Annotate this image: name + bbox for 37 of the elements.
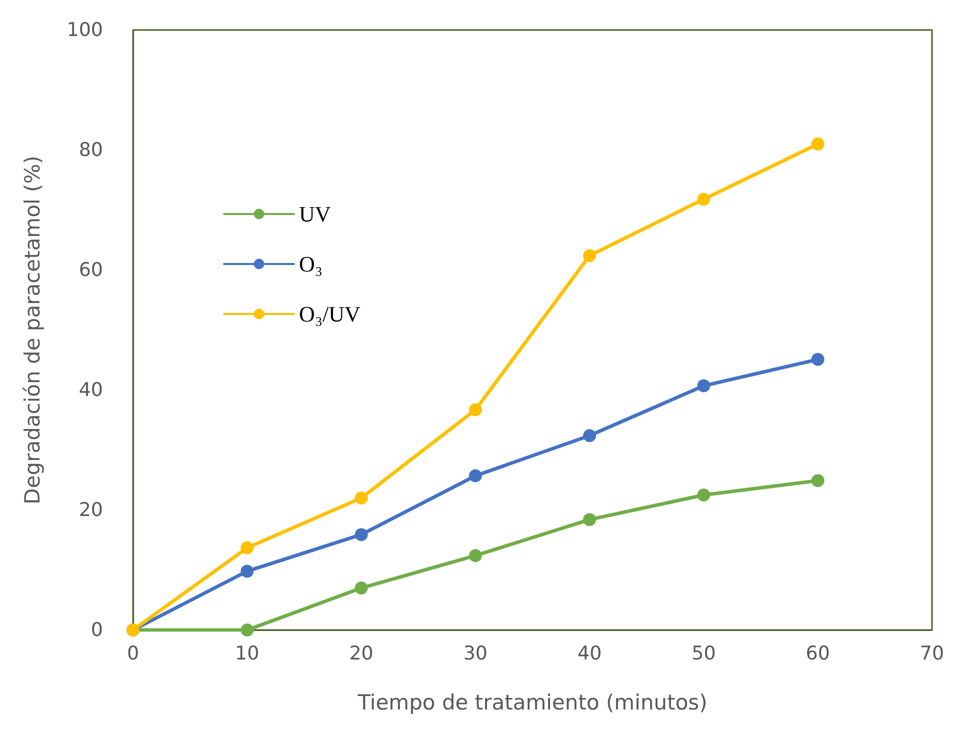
point [468, 549, 482, 562]
x-tick-label: 60 [806, 642, 830, 664]
y-tick-label: 20 [78, 499, 103, 521]
x-tick-label: 30 [463, 642, 488, 664]
point [697, 379, 710, 392]
point [697, 192, 710, 206]
legend-label: UV [299, 202, 331, 226]
point [468, 469, 482, 482]
legend-label: O₃ [299, 252, 323, 276]
point [468, 403, 482, 416]
point [240, 564, 254, 578]
point [811, 474, 824, 488]
point [811, 352, 824, 366]
point [240, 541, 254, 554]
y-tick-label: 0 [90, 619, 103, 641]
point [240, 624, 254, 636]
y-tick-label: 60 [78, 259, 103, 281]
y-tick-label: 40 [78, 379, 103, 401]
y-axis-title: Degradación de paracetamol (%) [20, 156, 44, 504]
x-tick-label: 50 [692, 642, 716, 664]
y-tick-label: 100 [66, 19, 103, 41]
point [354, 582, 368, 594]
x-axis-title: Tiempo de tratamiento (minutos) [356, 690, 708, 714]
point [583, 513, 596, 526]
point [583, 249, 596, 262]
point [697, 488, 710, 502]
y-tick-label: 80 [78, 139, 103, 161]
x-tick-label: 70 [920, 642, 944, 664]
legend-label: O₃/UV [299, 302, 361, 326]
point [354, 492, 368, 504]
point [811, 138, 824, 150]
x-tick-label: 20 [349, 642, 374, 664]
point [583, 429, 596, 442]
x-tick-label: 0 [126, 642, 140, 664]
x-tick-label: 10 [235, 642, 260, 664]
x-tick-label: 40 [577, 642, 602, 664]
point [354, 528, 368, 542]
